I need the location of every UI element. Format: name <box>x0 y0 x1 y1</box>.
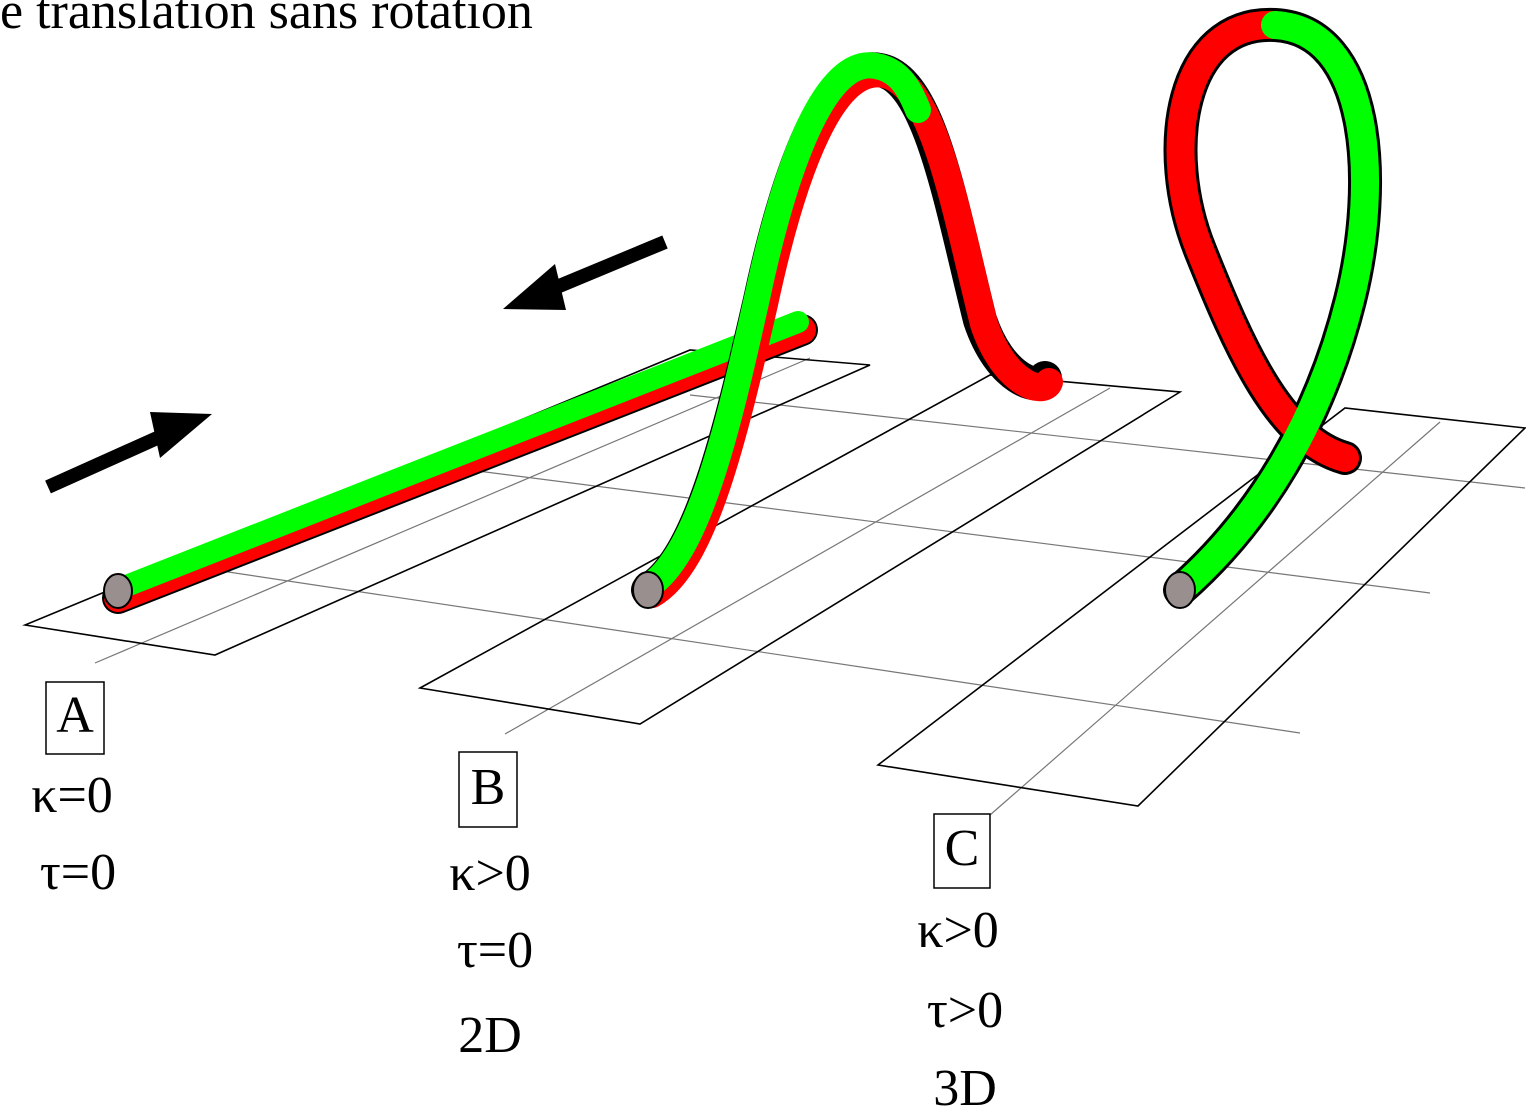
dimension: 3D <box>933 1060 997 1117</box>
grid-lines <box>94 357 1526 816</box>
formula: κ>0 <box>917 902 999 959</box>
grid-line <box>504 387 1111 735</box>
grid-line <box>689 394 1526 489</box>
panel-label: C <box>945 820 980 877</box>
label-box <box>458 751 518 828</box>
grid-line <box>94 357 811 664</box>
panel-label: A <box>56 687 94 744</box>
title: e translation sans rotation <box>0 0 533 40</box>
tube-b <box>631 52 1063 609</box>
tube-red <box>1166 10 1289 264</box>
formula: τ>0 <box>927 982 1003 1039</box>
tube-end <box>1164 571 1196 609</box>
tube-a <box>102 311 818 614</box>
arrow-head <box>503 264 566 310</box>
grid-line <box>989 421 1441 816</box>
arrows <box>45 235 668 494</box>
grid-line <box>469 469 1431 594</box>
tube-c <box>1163 7 1382 609</box>
tube-green <box>1166 11 1379 604</box>
plane-b <box>417 374 1183 725</box>
arrow-head <box>150 412 212 458</box>
tube-red <box>638 59 1063 608</box>
tube-green <box>105 311 809 601</box>
dimension: 2D <box>458 1007 522 1064</box>
plane-c <box>876 407 1526 807</box>
tube-end <box>103 573 133 609</box>
label-box <box>45 681 105 755</box>
formula: κ=0 <box>31 767 113 824</box>
arrow <box>537 235 668 301</box>
formula: τ=0 <box>40 844 116 901</box>
formula: κ>0 <box>449 845 531 902</box>
tube-red <box>1186 236 1359 472</box>
formula: τ=0 <box>457 922 533 979</box>
arrow <box>45 423 178 494</box>
tube-green <box>633 52 931 601</box>
tube-end <box>632 571 664 609</box>
panel-label: B <box>471 759 506 816</box>
label-box <box>933 813 991 889</box>
